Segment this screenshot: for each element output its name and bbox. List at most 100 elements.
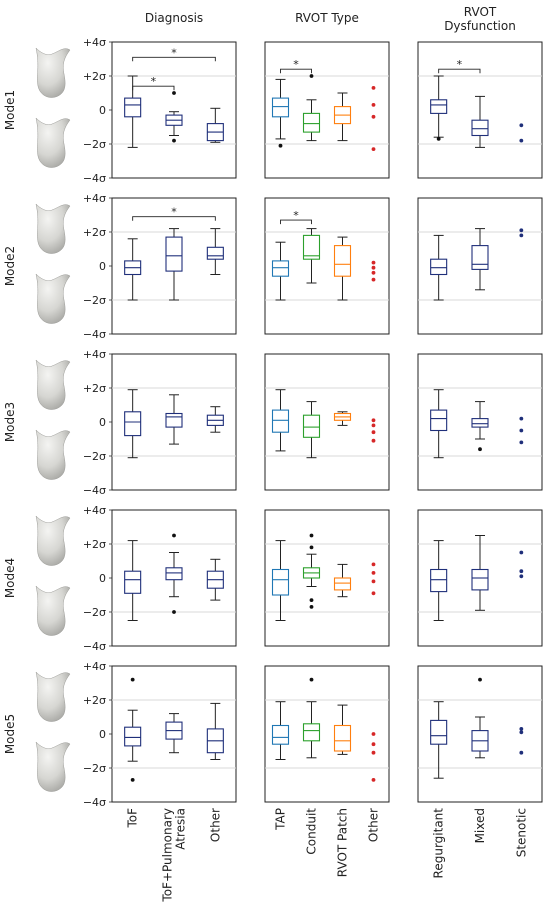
- rvot-shape: [35, 671, 71, 722]
- category-label: RVOT Patch: [336, 808, 350, 877]
- rvot-shape-thumbnail: [35, 429, 71, 480]
- outlier-point: [371, 423, 376, 428]
- category-label: Regurgitant: [432, 808, 446, 879]
- y-tick-label: +4σ: [83, 36, 106, 49]
- panel-frame: [417, 197, 543, 335]
- box: [302, 414, 321, 438]
- panel-frame: [264, 353, 390, 491]
- outlier-point: [309, 598, 314, 602]
- category-label: ToF: [126, 808, 140, 829]
- y-tick-label: 0: [99, 572, 106, 585]
- column-title-line: RVOT: [464, 5, 497, 19]
- rvot-shape-thumbnail: [35, 273, 71, 324]
- outlier-point: [309, 677, 314, 682]
- rvot-shape-thumbnail: [35, 741, 71, 792]
- significance-bracket: [132, 216, 216, 221]
- panel-frame: [417, 509, 543, 647]
- significance-star: *: [151, 75, 157, 88]
- y-tick-label: 0: [99, 260, 106, 273]
- outlier-point: [172, 533, 176, 538]
- box: [430, 99, 448, 114]
- significance-bracket: [132, 85, 175, 91]
- category-label: Other: [367, 808, 381, 842]
- rvot-shape-thumbnail: [35, 203, 71, 254]
- outlier-point: [519, 138, 524, 143]
- outlier-point: [371, 260, 376, 265]
- box: [302, 723, 321, 742]
- rvot-shape: [35, 585, 71, 636]
- y-tick-label: −2σ: [83, 450, 106, 463]
- y-tick-label: +4σ: [83, 348, 106, 361]
- box: [124, 726, 142, 747]
- significance-bracket: [280, 219, 312, 225]
- box: [271, 97, 290, 118]
- y-tick-label: +2σ: [83, 226, 106, 239]
- outlier-point: [371, 103, 376, 107]
- mode-label: Mode2: [3, 246, 17, 286]
- outlier-point: [519, 727, 524, 731]
- y-tick-label: −2σ: [83, 606, 106, 619]
- outlier-point: [309, 545, 314, 550]
- outlier-point: [371, 418, 376, 423]
- category-label: Stenotic: [514, 808, 528, 857]
- outlier-point: [309, 533, 314, 538]
- rvot-shape-thumbnail: [35, 359, 71, 410]
- outlier-point: [130, 778, 135, 782]
- significance-star: *: [457, 58, 463, 71]
- panel-frame: [111, 665, 237, 803]
- outlier-point: [478, 447, 482, 452]
- category-label: Other: [208, 808, 222, 842]
- box: [124, 97, 142, 118]
- box: [124, 570, 142, 594]
- box: [333, 245, 352, 277]
- category-label: TAP: [274, 808, 288, 831]
- outlier-point: [172, 610, 176, 614]
- panel-frame: [111, 509, 237, 647]
- outlier-point: [371, 147, 376, 152]
- y-tick-label: +4σ: [83, 192, 106, 205]
- outlier-point: [172, 91, 176, 95]
- panel-frame: [417, 41, 543, 179]
- outlier-point: [519, 730, 524, 735]
- mode-label: Mode5: [3, 714, 17, 754]
- significance-star: *: [293, 209, 299, 222]
- outlier-point: [371, 265, 376, 270]
- box: [430, 719, 448, 745]
- box: [302, 234, 321, 260]
- column-title-line: Diagnosis: [145, 11, 203, 25]
- outlier-point: [371, 742, 376, 747]
- y-tick-label: +2σ: [83, 70, 106, 83]
- rvot-shape: [35, 359, 71, 410]
- outlier-point: [519, 233, 524, 238]
- box: [165, 236, 183, 272]
- y-tick-label: −4σ: [83, 328, 106, 341]
- outlier-point: [371, 277, 376, 282]
- outlier-point: [371, 750, 376, 755]
- rvot-shape-thumbnail: [35, 117, 71, 168]
- panel-frame: [264, 41, 390, 179]
- significance-star: *: [171, 206, 177, 219]
- outlier-point: [371, 562, 376, 567]
- panel-grid: +4σ +2σ 0 −2σ −4σ Mode1 * * * * +4σ +2σ 0 −2σ −4σ Mode2…: [3, 36, 543, 809]
- outlier-point: [519, 550, 524, 555]
- rvot-shape: [35, 47, 71, 98]
- y-tick-label: −2σ: [83, 762, 106, 775]
- outlier-point: [371, 579, 376, 584]
- panel-frame: [417, 353, 543, 491]
- box: [271, 568, 290, 596]
- outlier-point: [371, 270, 376, 275]
- rvot-shape-thumbnail: [35, 671, 71, 722]
- box: [206, 246, 224, 260]
- shape-thumbnails: [35, 47, 71, 792]
- box: [430, 568, 448, 593]
- outlier-point: [371, 591, 376, 596]
- rvot-shape: [35, 203, 71, 254]
- box: [430, 258, 448, 276]
- outlier-point: [309, 74, 314, 78]
- box: [471, 568, 489, 591]
- outlier-point: [371, 114, 376, 119]
- significance-bracket: [280, 68, 312, 74]
- y-tick-label: −4σ: [83, 640, 106, 653]
- outlier-point: [371, 430, 376, 435]
